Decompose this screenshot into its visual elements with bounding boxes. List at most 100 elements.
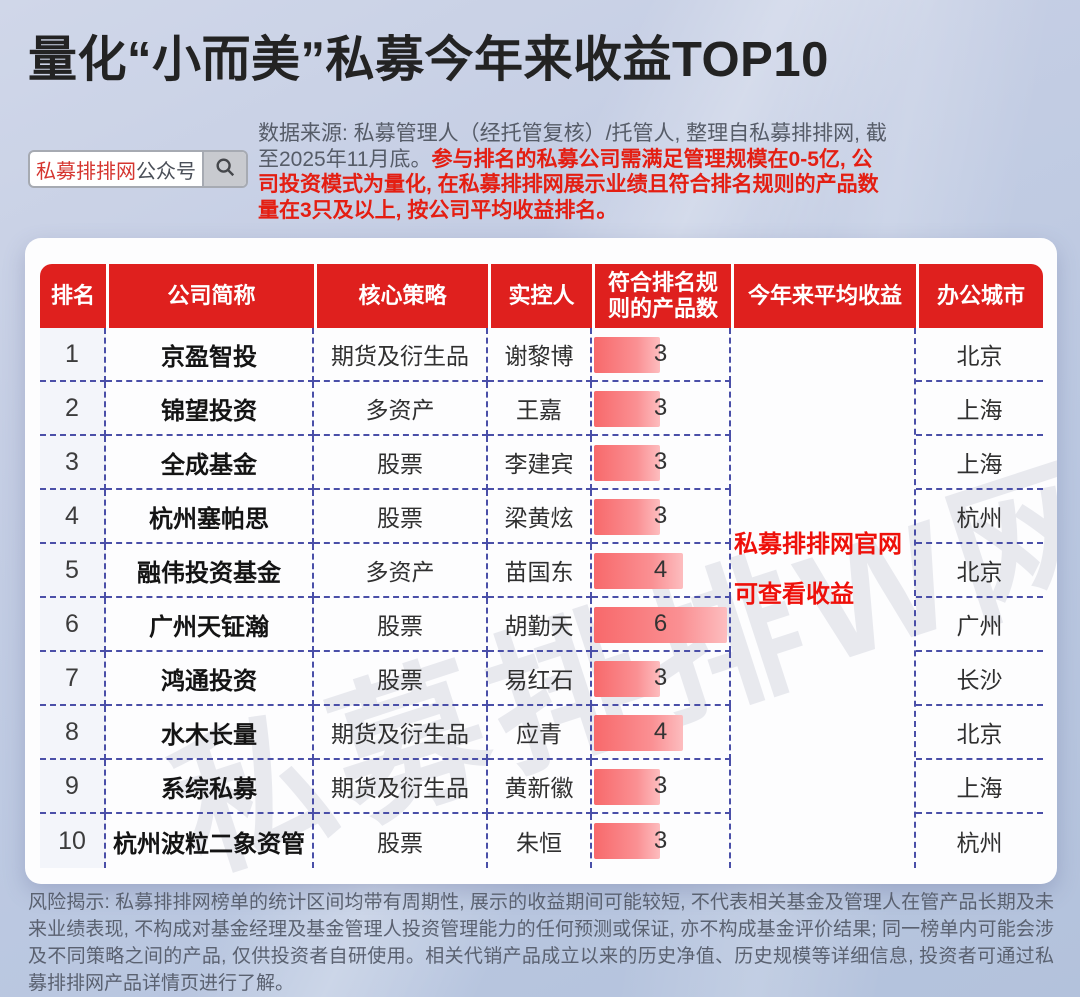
rank-cell: 1 — [40, 328, 106, 382]
product-count-cell: 6 — [592, 598, 731, 652]
owner-cell: 易红石 — [488, 652, 592, 706]
strategy-cell: 期货及衍生品 — [314, 328, 488, 382]
product-count-value: 3 — [653, 772, 668, 799]
product-count-value: 3 — [653, 448, 668, 475]
product-count-cell: 3 — [592, 382, 731, 436]
header-company: 公司简称 — [106, 264, 314, 328]
product-count-cell: 3 — [592, 760, 731, 814]
avg-return-merged-cell: 私募排排网官网 可查看收益 — [731, 328, 916, 868]
table-row: 7 鸿通投资 股票 易红石 3 长沙 — [40, 652, 1043, 706]
city-cell: 上海 — [916, 382, 1043, 436]
source-plain-text: 数据来源: 私募管理人（经托管复核）/托管人, 整理自私募排排网, 截至2025… — [258, 122, 887, 171]
city-cell: 北京 — [916, 706, 1043, 760]
search-button[interactable] — [202, 152, 246, 186]
page-title: 量化“小而美”私募今年来收益TOP10 — [28, 33, 829, 87]
header-city: 办公城市 — [916, 264, 1043, 328]
city-cell: 长沙 — [916, 652, 1043, 706]
city-cell: 上海 — [916, 760, 1043, 814]
product-count-value: 4 — [653, 556, 668, 583]
product-count-value: 3 — [653, 664, 668, 691]
table-row: 8 水木长量 期货及衍生品 应青 4 北京 — [40, 706, 1043, 760]
product-count-databar — [594, 553, 683, 589]
company-cell: 锦望投资 — [106, 382, 314, 436]
product-count-databar — [594, 391, 661, 427]
suffix-text: 公众号 — [136, 160, 196, 183]
product-count-value: 4 — [653, 718, 668, 745]
table-row: 6 广州天钲瀚 股票 胡勤天 6 广州 — [40, 598, 1043, 652]
avg-return-note-line1: 私募排排网官网 — [734, 531, 902, 558]
ranking-table: 排名 公司简称 核心策略 实控人 符合排名规则的产品数 今年来平均收益 办公城市… — [40, 264, 1043, 868]
owner-cell: 谢黎博 — [488, 328, 592, 382]
product-count-databar — [594, 445, 661, 481]
product-count-cell: 4 — [592, 706, 731, 760]
city-cell: 广州 — [916, 598, 1043, 652]
product-count-value: 3 — [653, 502, 668, 529]
product-count-databar — [594, 499, 661, 535]
product-count-value: 3 — [653, 394, 668, 421]
risk-disclaimer: 风险揭示: 私募排排网榜单的统计区间均带有周期性, 展示的收益期间可能较短, 不… — [28, 892, 1054, 994]
owner-cell: 苗国东 — [488, 544, 592, 598]
product-count-databar — [594, 337, 661, 373]
strategy-cell: 股票 — [314, 652, 488, 706]
table-row: 9 系综私募 期货及衍生品 黄新徽 3 上海 — [40, 760, 1043, 814]
table-row: 10 杭州波粒二象资管 股票 朱恒 3 杭州 — [40, 814, 1043, 868]
product-count-databar — [594, 769, 661, 805]
company-cell: 鸿通投资 — [106, 652, 314, 706]
company-cell: 京盈智投 — [106, 328, 314, 382]
strategy-cell: 股票 — [314, 436, 488, 490]
table-row: 1 京盈智投 期货及衍生品 谢黎博 3 私募排排网官网 可查看收益 北京 — [40, 328, 1043, 868]
table-row: 5 融伟投资基金 多资产 苗国东 4 北京 — [40, 544, 1043, 598]
rank-cell: 9 — [40, 760, 106, 814]
company-cell: 广州天钲瀚 — [106, 598, 314, 652]
city-cell: 杭州 — [916, 490, 1043, 544]
city-cell: 上海 — [916, 436, 1043, 490]
strategy-cell: 期货及衍生品 — [314, 706, 488, 760]
company-cell: 系综私募 — [106, 760, 314, 814]
header-avg-return: 今年来平均收益 — [731, 264, 916, 328]
product-count-cell: 4 — [592, 544, 731, 598]
city-cell: 杭州 — [956, 830, 1003, 856]
avg-return-note: 私募排排网官网 可查看收益 — [731, 533, 914, 607]
product-count-value: 6 — [653, 610, 668, 637]
product-count-databar — [594, 661, 661, 697]
city-cell: 北京 — [916, 328, 1043, 382]
product-count-cell: 3 — [592, 490, 731, 544]
product-count-cell: 3 — [592, 814, 731, 868]
strategy-cell: 股票 — [314, 814, 488, 868]
header-product-count: 符合排名规则的产品数 — [592, 264, 731, 328]
source-highlight-text: 参与排名的私募公司需满足管理规模在0-5亿, 公司投资模式为量化, 在私募排排网… — [258, 147, 879, 222]
search-box[interactable]: 私募排排网 公众号 — [28, 150, 248, 188]
product-count-cell: 3 — [592, 436, 731, 490]
data-source-note: 数据来源: 私募管理人（经托管复核）/托管人, 整理自私募排排网, 截至2025… — [258, 121, 892, 223]
search-icon — [214, 156, 236, 183]
rank-cell: 2 — [40, 382, 106, 436]
city-cell: 北京 — [916, 544, 1043, 598]
owner-cell: 应青 — [488, 706, 592, 760]
owner-cell: 梁黄炫 — [488, 490, 592, 544]
company-cell: 杭州塞帕思 — [106, 490, 314, 544]
rank-cell: 10 — [40, 814, 106, 868]
avg-return-note-line2: 可查看收益 — [734, 581, 854, 608]
owner-cell: 王嘉 — [488, 382, 592, 436]
strategy-cell: 股票 — [314, 598, 488, 652]
rank-cell: 4 — [40, 490, 106, 544]
product-count-cell: 3 — [592, 652, 731, 706]
owner-cell: 李建宾 — [488, 436, 592, 490]
company-cell: 杭州波粒二象资管 — [106, 814, 314, 868]
product-count-databar — [594, 607, 727, 643]
company-cell: 水木长量 — [106, 706, 314, 760]
product-count-value: 3 — [653, 340, 668, 367]
rank-cell: 3 — [40, 436, 106, 490]
product-count-databar — [594, 715, 683, 751]
product-count-value: 3 — [653, 827, 668, 854]
rank-cell: 7 — [40, 652, 106, 706]
strategy-cell: 期货及衍生品 — [314, 760, 488, 814]
strategy-cell: 股票 — [314, 490, 488, 544]
owner-cell: 胡勤天 — [488, 598, 592, 652]
header-owner: 实控人 — [488, 264, 592, 328]
product-count-cell: 3 — [592, 328, 731, 382]
company-cell: 全成基金 — [106, 436, 314, 490]
company-cell: 融伟投资基金 — [106, 544, 314, 598]
table-row: 3 全成基金 股票 李建宾 3 上海 — [40, 436, 1043, 490]
